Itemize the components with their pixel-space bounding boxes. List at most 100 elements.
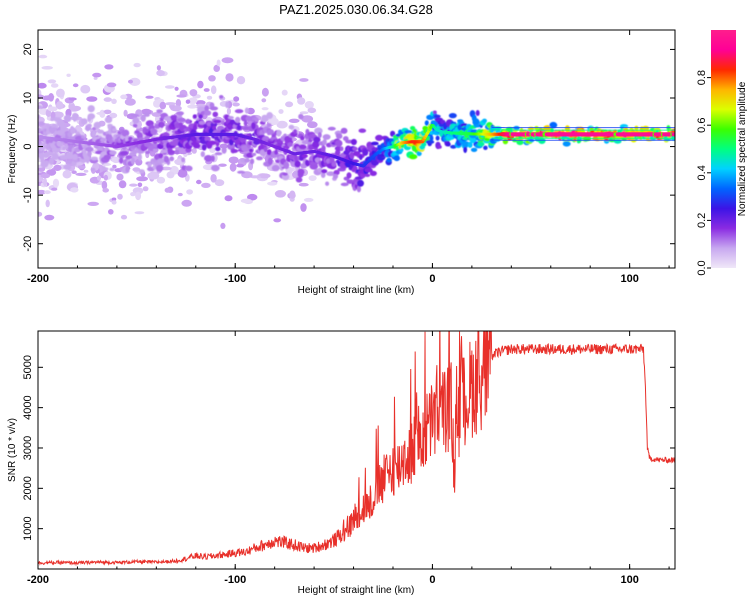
spectrogram-cell (237, 170, 246, 174)
spectrogram-cell (164, 187, 171, 193)
spectrogram-cell (130, 157, 135, 165)
spectrogram-cell (212, 125, 217, 131)
spectrogram-cell (71, 112, 79, 121)
spectrogram-cell (144, 112, 150, 117)
spectrogram-cell (109, 167, 115, 172)
spectrogram-cell (312, 140, 320, 148)
spectrogram-cell (267, 181, 278, 186)
spectrogram-cell (92, 130, 96, 137)
spectrogram-cell (184, 165, 193, 172)
spectrogram-cell (142, 186, 149, 192)
spectrogram-cell (138, 169, 145, 174)
spectrogram-cell (103, 174, 108, 181)
spectrogram-cell (404, 130, 413, 134)
spectrogram-cell (177, 168, 188, 178)
snr-x-tick-label: -200 (27, 574, 49, 586)
spectrogram-cell (66, 160, 73, 164)
spectrogram-cell (87, 150, 92, 157)
spectrogram-cell (369, 170, 377, 176)
spectrogram-cell (156, 65, 161, 71)
spectrogram-cell (335, 139, 343, 147)
spectrogram-cell (214, 152, 223, 156)
spectrogram-cell (198, 120, 206, 125)
spectrogram-cell (254, 117, 259, 122)
spectrogram-cell (130, 113, 140, 118)
spectrogram-cell (274, 149, 278, 155)
snr-y-tick-label: 4000 (22, 395, 34, 419)
spectrogram-cell (177, 117, 186, 123)
spectrogram-cell (156, 158, 165, 164)
spectrogram-cell (317, 167, 323, 173)
spectrogram-cell (47, 79, 57, 84)
spectrogram-cell (112, 128, 117, 132)
spectrogram-cell (200, 151, 205, 158)
spectrogram-cell (642, 125, 650, 131)
spectrogram-cell (130, 192, 136, 197)
spectrogram-cell (216, 59, 221, 67)
spectrogram-cell (251, 122, 256, 130)
spectrogram-x-tick-label: 0 (429, 273, 435, 285)
spectrogram-cell (152, 148, 159, 152)
spectrogram-cell (198, 114, 203, 119)
spectrogram-cell (331, 161, 337, 167)
spectrogram-cell (244, 107, 249, 114)
spectrogram-cell (433, 114, 441, 118)
spectrogram-cell (336, 133, 343, 139)
spectrogram-cell (97, 146, 103, 152)
spectrogram-cell (93, 76, 98, 80)
spectrogram-cell (326, 171, 335, 176)
spectrogram-x-axis-label: Height of straight line (km) (298, 285, 415, 296)
spectrogram-cell (256, 156, 263, 161)
spectrogram-cell (108, 209, 114, 215)
colorbar-tick-label: 0.0 (696, 260, 708, 275)
spectrogram-cell (214, 179, 225, 187)
spectrogram-cell (192, 114, 197, 119)
spectrogram-cell (201, 182, 211, 188)
spectrogram-cell (92, 72, 102, 78)
snr-x-axis-label: Height of straight line (km) (298, 585, 415, 596)
spectrogram-cell (106, 82, 117, 88)
spectrogram-cell (38, 176, 44, 182)
spectrogram-cell (56, 88, 65, 98)
spectrogram-cell (83, 169, 89, 173)
spectrogram-cell (240, 198, 252, 204)
spectrogram-cell (112, 164, 117, 169)
spectrogram-x-tick-label: -100 (224, 273, 246, 285)
spectrogram-cell (40, 173, 50, 179)
spectrogram-cell (133, 62, 141, 68)
spectrogram-cell (236, 76, 246, 85)
spectrogram-cell (228, 156, 239, 164)
snr-series-line (38, 331, 675, 567)
spectrogram-cell (208, 75, 216, 82)
spectrogram-cell (298, 182, 309, 187)
spectrogram-cell (55, 111, 64, 119)
spectrogram-y-ticks: -20 -10 0 10 20 (22, 43, 675, 252)
spectrogram-cell (45, 138, 50, 144)
spectrogram-cell (135, 191, 142, 201)
spectrogram-cell (358, 128, 367, 133)
spectrogram-cell (47, 106, 58, 112)
spectrogram-cell (211, 164, 220, 172)
spectrogram-cell (293, 129, 297, 135)
spectrogram-cell (71, 170, 77, 174)
spectrogram-cell (101, 167, 109, 171)
spectrogram-cell (68, 97, 77, 101)
spectrogram-cell (322, 134, 331, 140)
spectrogram-cell (181, 199, 192, 207)
spectrogram-cell (250, 158, 255, 165)
spectrogram-cell (297, 97, 306, 105)
spectrogram-cell (299, 111, 309, 115)
spectrogram-cell (70, 187, 79, 193)
spectrogram-cell (104, 64, 114, 70)
spectrogram-cell (116, 173, 124, 181)
spectrogram-cell (247, 193, 258, 201)
snr-y-axis-label: SNR (10 * v/v) (7, 418, 18, 482)
spectrogram-frame (37, 29, 676, 269)
spectrogram-cell (147, 166, 155, 172)
spectrogram-cell (52, 178, 60, 188)
spectrogram-cell (224, 195, 233, 202)
spectrogram-cell (220, 222, 226, 229)
colorbar-tick-label: 0.4 (696, 165, 708, 180)
spectrogram-cell (137, 153, 142, 161)
spectrogram-cell (281, 89, 288, 96)
